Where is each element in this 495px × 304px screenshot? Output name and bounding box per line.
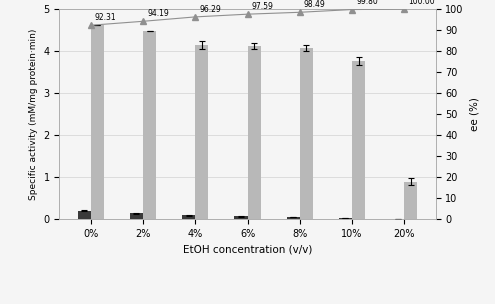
Bar — [182, 215, 195, 219]
Bar — [300, 48, 313, 219]
Bar — [78, 211, 91, 219]
Text: 92.31: 92.31 — [95, 13, 116, 22]
Bar — [143, 30, 156, 219]
Bar — [352, 61, 365, 219]
Y-axis label: ee (%): ee (%) — [469, 97, 479, 131]
Bar — [91, 26, 104, 219]
Text: 99.80: 99.80 — [356, 0, 378, 6]
Text: 100.00: 100.00 — [408, 0, 435, 6]
Bar — [404, 181, 417, 219]
Bar — [248, 46, 260, 219]
Bar — [130, 213, 143, 219]
Bar — [339, 218, 352, 219]
Bar — [195, 45, 208, 219]
Text: 96.29: 96.29 — [199, 5, 221, 14]
Text: 97.59: 97.59 — [251, 2, 274, 11]
Bar — [235, 216, 248, 219]
Y-axis label: Specific activity (mM/mg protein·min): Specific activity (mM/mg protein·min) — [29, 28, 38, 200]
Text: 94.19: 94.19 — [147, 9, 169, 18]
Text: 98.49: 98.49 — [304, 0, 326, 9]
X-axis label: EtOH concentration (v/v): EtOH concentration (v/v) — [183, 244, 312, 254]
Bar — [287, 217, 300, 219]
